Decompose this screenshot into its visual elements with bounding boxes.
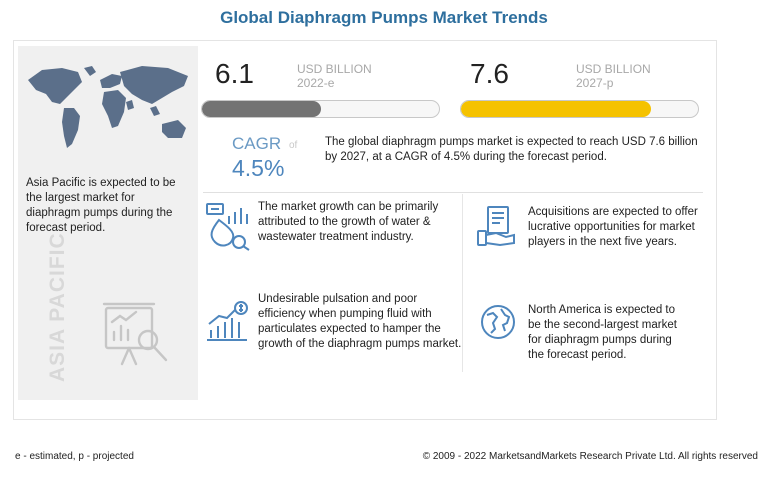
unit-label-2027: USD BILLION xyxy=(576,62,651,76)
water-analytics-icon xyxy=(206,203,250,251)
year-label-2022: 2022-e xyxy=(297,76,335,90)
world-map-icon xyxy=(28,66,188,148)
progress-bar-2022 xyxy=(201,100,440,118)
cagr-value: 4.5% xyxy=(232,155,285,181)
footer-note: e - estimated, p - projected xyxy=(15,451,134,462)
footer-copyright: © 2009 - 2022 MarketsandMarkets Research… xyxy=(422,451,758,462)
presentation-analysis-icon xyxy=(102,302,168,366)
progress-bar-2027 xyxy=(460,100,699,118)
insight-acquisitions: Acquisitions are expected to offer lucra… xyxy=(528,206,698,248)
insight-north-america: North America is expected to be the seco… xyxy=(528,304,677,361)
market-value-2022: 6.1 xyxy=(215,58,254,89)
insight-pulsation: Undesirable pulsation and poor efficienc… xyxy=(258,293,462,350)
market-summary: The global diaphragm pumps market is exp… xyxy=(325,136,698,163)
insight-water-treatment: The market growth can be primarily attri… xyxy=(258,201,439,243)
growth-chart-icon xyxy=(207,301,248,341)
region-label: ASIA PACIFIC xyxy=(46,232,69,382)
year-label-2027: 2027-p xyxy=(576,76,614,90)
page-title: Global Diaphragm Pumps Market Trends xyxy=(220,8,548,27)
globe-icon xyxy=(481,305,515,339)
section-divider xyxy=(203,192,703,193)
unit-label-2022: USD BILLION xyxy=(297,62,372,76)
market-value-2027: 7.6 xyxy=(470,58,509,89)
column-divider xyxy=(462,194,463,372)
cagr-label: CAGR xyxy=(232,134,282,153)
asia-pacific-text: Asia Pacific is expected to be the large… xyxy=(26,177,176,234)
acquisition-handshake-icon xyxy=(477,206,515,247)
cagr-of-label: of xyxy=(289,140,298,151)
progress-fill-2027 xyxy=(461,101,651,117)
progress-fill-2022 xyxy=(202,101,321,117)
asia-pacific-panel: Asia Pacific is expected to be the large… xyxy=(18,46,198,400)
